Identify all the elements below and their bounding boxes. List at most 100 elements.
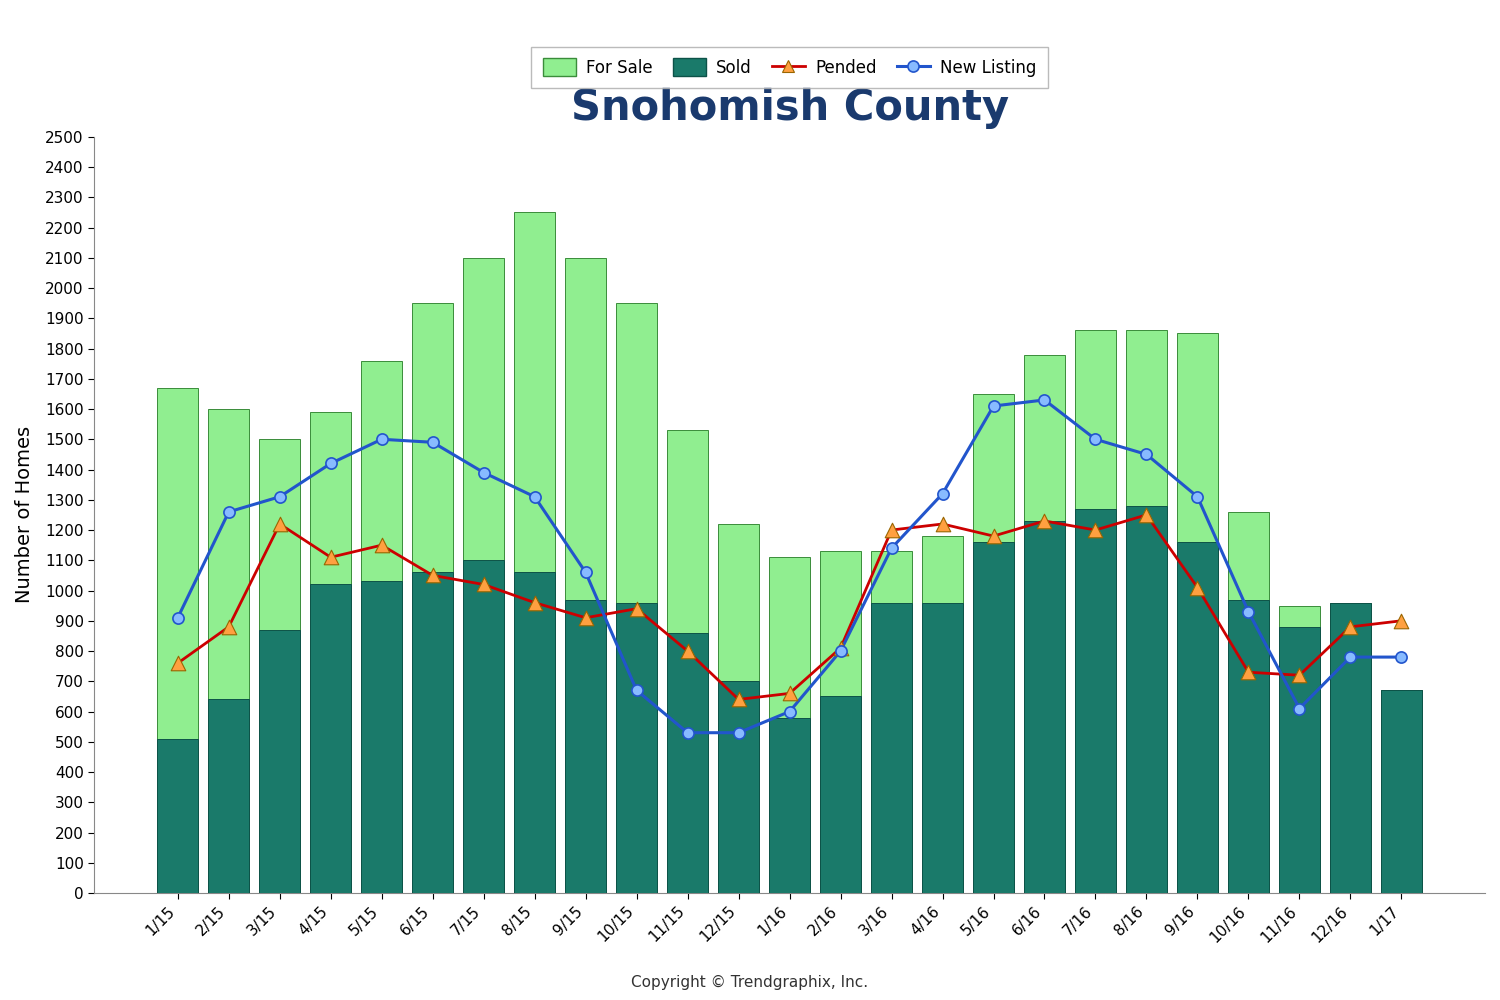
Bar <box>718 681 759 893</box>
Bar <box>158 388 198 893</box>
Bar <box>1280 627 1320 893</box>
Y-axis label: Number of Homes: Number of Homes <box>15 426 34 603</box>
Bar <box>922 603 963 893</box>
Bar <box>260 439 300 893</box>
Bar <box>413 572 453 893</box>
Bar <box>362 581 402 893</box>
Point <box>573 610 597 626</box>
Bar <box>668 633 708 893</box>
Point <box>675 725 699 741</box>
Point <box>624 601 648 617</box>
Bar <box>514 572 555 893</box>
Bar <box>770 557 810 893</box>
Bar <box>974 542 1014 893</box>
Bar <box>566 258 606 893</box>
Point <box>1236 664 1260 680</box>
Bar <box>871 603 912 893</box>
Bar <box>1076 509 1116 893</box>
Point <box>1134 507 1158 523</box>
Point <box>471 576 495 592</box>
Bar <box>1228 600 1269 893</box>
Point <box>267 516 291 532</box>
Bar <box>1126 506 1167 893</box>
Bar <box>974 394 1014 893</box>
Bar <box>718 524 759 893</box>
Bar <box>821 551 861 893</box>
Point <box>420 567 444 583</box>
Point <box>981 528 1005 544</box>
Bar <box>514 212 555 893</box>
Point <box>828 640 852 656</box>
Point <box>318 455 342 471</box>
Bar <box>821 696 861 893</box>
Point <box>217 619 242 635</box>
Point <box>267 489 291 505</box>
Point <box>930 486 954 502</box>
Bar <box>1126 330 1167 893</box>
Point <box>726 725 750 741</box>
Bar <box>158 739 198 893</box>
Bar <box>566 600 606 893</box>
Point <box>1389 649 1413 665</box>
Bar <box>209 699 249 893</box>
Point <box>879 540 903 556</box>
Bar <box>770 718 810 893</box>
Point <box>1389 613 1413 629</box>
Bar <box>413 303 453 893</box>
Bar <box>1024 521 1065 893</box>
Point <box>1287 667 1311 683</box>
Bar <box>1178 542 1218 893</box>
Point <box>369 431 393 447</box>
Bar <box>616 303 657 893</box>
Point <box>1032 392 1056 408</box>
Bar <box>260 630 300 893</box>
Bar <box>310 584 351 893</box>
Bar <box>1280 606 1320 893</box>
Point <box>1338 649 1362 665</box>
Bar <box>464 258 504 893</box>
Bar <box>1330 603 1371 893</box>
Point <box>777 685 801 701</box>
Point <box>318 549 342 565</box>
Text: Copyright © Trendgraphix, Inc.: Copyright © Trendgraphix, Inc. <box>632 975 868 990</box>
Point <box>369 537 393 553</box>
Point <box>879 522 903 538</box>
Bar <box>1330 603 1371 893</box>
Bar <box>1382 690 1422 893</box>
Bar <box>209 409 249 893</box>
Bar <box>1076 330 1116 893</box>
Point <box>777 704 801 720</box>
Point <box>1287 701 1311 717</box>
Point <box>624 682 648 698</box>
Point <box>1236 604 1260 620</box>
Point <box>1083 431 1107 447</box>
Point <box>166 655 190 671</box>
Bar <box>1228 512 1269 893</box>
Bar <box>1024 355 1065 893</box>
Point <box>522 489 546 505</box>
Bar <box>922 536 963 893</box>
Point <box>675 643 699 659</box>
Bar <box>871 551 912 893</box>
Point <box>828 643 852 659</box>
Point <box>573 564 597 580</box>
Bar <box>464 560 504 893</box>
Point <box>981 398 1005 414</box>
Bar <box>362 361 402 893</box>
Point <box>1338 619 1362 635</box>
Point <box>522 595 546 611</box>
Title: Snohomish County: Snohomish County <box>570 87 1008 129</box>
Point <box>1032 513 1056 529</box>
Point <box>1083 522 1107 538</box>
Point <box>420 434 444 450</box>
Point <box>1134 446 1158 462</box>
Bar <box>616 603 657 893</box>
Point <box>1185 580 1209 596</box>
Point <box>471 465 495 481</box>
Bar <box>668 430 708 893</box>
Point <box>930 516 954 532</box>
Point <box>726 691 750 707</box>
Bar <box>1178 333 1218 893</box>
Point <box>217 504 242 520</box>
Point <box>1185 489 1209 505</box>
